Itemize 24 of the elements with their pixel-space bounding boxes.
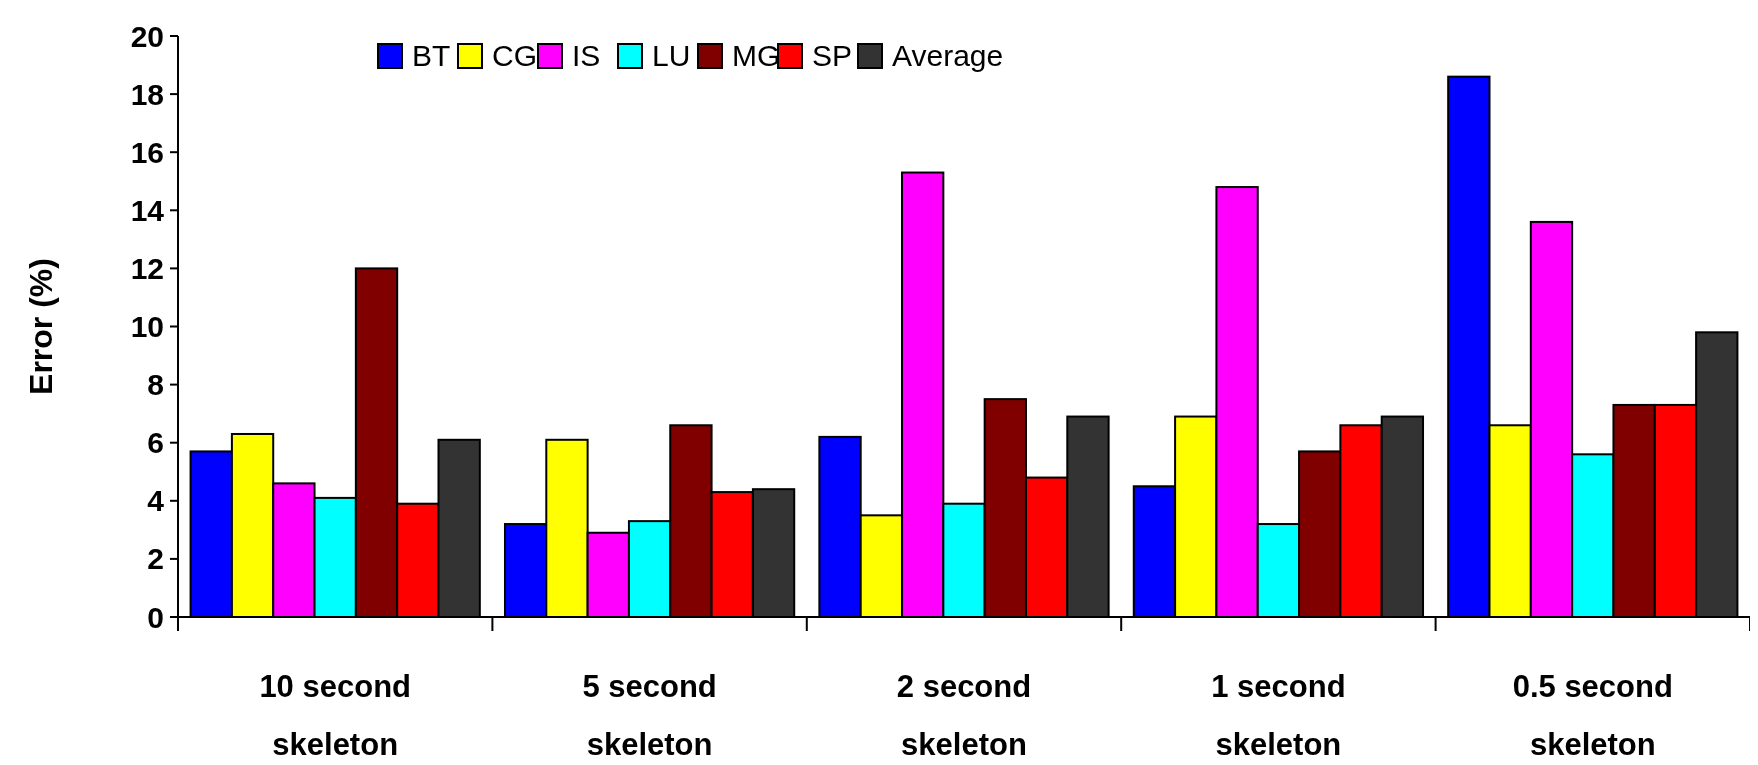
y-tick-label: 4 (147, 484, 165, 518)
y-tick-label: 18 (130, 77, 164, 111)
y-tick-label: 2 (147, 542, 164, 576)
legend-label: MG (732, 39, 781, 72)
legend-label: CG (492, 39, 537, 72)
legend-label: LU (652, 39, 691, 72)
y-tick-label: 8 (147, 368, 164, 402)
legend-label: BT (412, 39, 451, 72)
y-axis-title: Error (%) (23, 258, 59, 395)
x-tick-label: 0.5 second skeleton (1512, 669, 1673, 762)
y-tick-label: 6 (147, 426, 164, 460)
y-tick-label: 10 (130, 310, 164, 343)
x-tick-label: 10 second skeleton (259, 669, 412, 762)
x-tick-label: 1 second skeleton (1211, 669, 1346, 762)
y-tick-label: 12 (130, 251, 164, 285)
legend-label: IS (572, 39, 601, 72)
legend-label: Average (892, 39, 1004, 72)
y-tick-label: 20 (130, 19, 164, 53)
y-tick-label: 16 (130, 135, 164, 169)
x-tick-label: 2 second skeleton (896, 669, 1032, 762)
legend-label: SP (812, 39, 853, 72)
y-tick-label: 14 (130, 193, 165, 227)
y-tick-label: 0 (147, 600, 164, 634)
x-tick-label: 5 second skeleton (582, 669, 717, 762)
